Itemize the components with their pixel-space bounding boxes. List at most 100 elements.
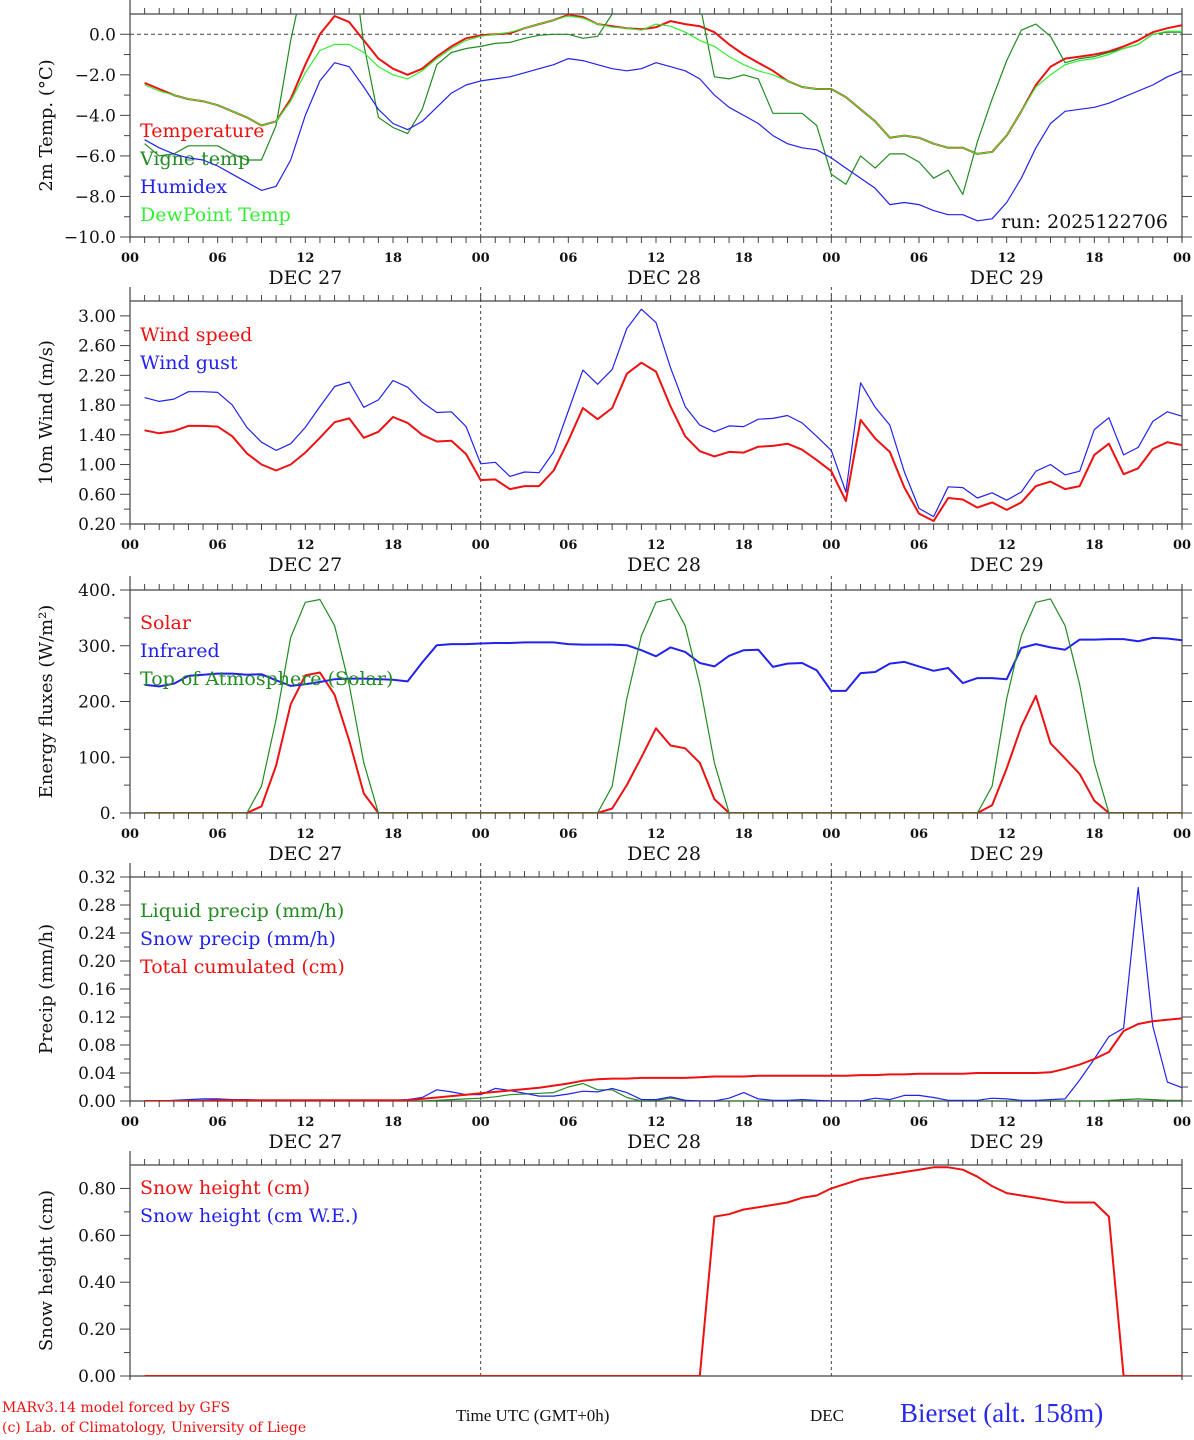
precip-day-label: DEC 29 bbox=[970, 1131, 1044, 1153]
temp-xtick-label: 12 bbox=[998, 251, 1016, 266]
precip-ytick-label: 0.04 bbox=[78, 1064, 116, 1084]
energy-ytick-label: 0. bbox=[100, 804, 116, 824]
wind-series-wind-gust bbox=[144, 308, 1182, 518]
snow-ytick-label: 0.40 bbox=[78, 1273, 116, 1293]
temp-ytick-label: −6.0 bbox=[75, 147, 116, 167]
temp-xtick-label: 00 bbox=[1173, 251, 1191, 266]
energy-xtick-label: 12 bbox=[998, 827, 1016, 842]
precip-ytick-label: 0.32 bbox=[78, 868, 116, 888]
credit-line-2: (c) Lab. of Climatology, University of L… bbox=[2, 1420, 307, 1436]
temp-xtick-label: 00 bbox=[121, 251, 139, 266]
energy-xtick-label: 00 bbox=[472, 827, 490, 842]
temp-ylabel: 2m Temp. (°C) bbox=[36, 59, 57, 191]
wind-xtick-label: 06 bbox=[559, 538, 577, 553]
energy-ytick-label: 400. bbox=[78, 581, 116, 601]
energy-day-label: DEC 28 bbox=[627, 843, 701, 865]
wind-ytick-label: 2.60 bbox=[78, 337, 116, 357]
wind-ytick-label: 0.20 bbox=[78, 515, 116, 535]
snow-ytick-label: 0.20 bbox=[78, 1320, 116, 1340]
snow-ytick-label: 0.60 bbox=[78, 1226, 116, 1246]
wind-xtick-label: 12 bbox=[296, 538, 314, 553]
energy-xtick-label: 18 bbox=[1085, 827, 1103, 842]
precip-xtick-label: 00 bbox=[1173, 1115, 1191, 1130]
wind-series-wind-speed bbox=[144, 361, 1182, 522]
wind-xtick-label: 18 bbox=[1085, 538, 1103, 553]
temp-day-label: DEC 28 bbox=[627, 267, 701, 289]
temp-day-label: DEC 29 bbox=[970, 267, 1044, 289]
wind-ytick-label: 1.80 bbox=[78, 396, 116, 416]
wind-ytick-label: 2.20 bbox=[78, 366, 116, 386]
wind-day-label: DEC 28 bbox=[627, 554, 701, 576]
temp-xtick-label: 12 bbox=[296, 251, 314, 266]
precip-legend-1: Snow precip (mm/h) bbox=[140, 928, 336, 950]
temp-ytick-label: −4.0 bbox=[75, 106, 116, 126]
temp-xtick-label: 06 bbox=[910, 251, 928, 266]
energy-series-infrared bbox=[144, 636, 1182, 692]
wind-xtick-label: 00 bbox=[822, 538, 840, 553]
precip-ytick-label: 0.20 bbox=[78, 952, 116, 972]
wind-legend-1: Wind gust bbox=[140, 352, 238, 374]
temp-xtick-label: 18 bbox=[384, 251, 402, 266]
temp-xtick-label: 00 bbox=[472, 251, 490, 266]
snow-ylabel: Snow height (cm) bbox=[36, 1190, 57, 1351]
snow-series-snow-height-cm bbox=[144, 1166, 1182, 1376]
temp-ytick-label: −2.0 bbox=[75, 66, 116, 86]
precip-ylabel: Precip (mm/h) bbox=[36, 924, 57, 1054]
temp-day-label: DEC 27 bbox=[268, 267, 342, 289]
precip-ytick-label: 0.28 bbox=[78, 896, 116, 916]
energy-legend-2: Top of Atmosphere (Solar) bbox=[140, 668, 393, 690]
energy-day-label: DEC 29 bbox=[970, 843, 1044, 865]
energy-xtick-label: 12 bbox=[296, 827, 314, 842]
energy-xtick-label: 00 bbox=[822, 827, 840, 842]
wind-day-label: DEC 27 bbox=[268, 554, 342, 576]
precip-xtick-label: 18 bbox=[384, 1115, 402, 1130]
temp-xtick-label: 06 bbox=[559, 251, 577, 266]
wind-legend-0: Wind speed bbox=[140, 324, 252, 346]
temp-series-vigne-temp bbox=[144, 14, 1182, 195]
snow-legend-1: Snow height (cm W.E.) bbox=[140, 1205, 358, 1227]
precip-series-total-cumulated-cm bbox=[144, 1017, 1182, 1101]
temp-ytick-label: −10.0 bbox=[64, 228, 116, 248]
temp-legend-3: DewPoint Temp bbox=[140, 204, 291, 226]
month-label: DEC bbox=[810, 1406, 844, 1425]
wind-ytick-label: 0.60 bbox=[78, 485, 116, 505]
temp-series-humidex bbox=[144, 57, 1182, 222]
wind-xtick-label: 12 bbox=[647, 538, 665, 553]
energy-xtick-label: 18 bbox=[735, 827, 753, 842]
temp-legend-0: Temperature bbox=[140, 120, 264, 142]
precip-xtick-label: 06 bbox=[209, 1115, 227, 1130]
precip-ytick-label: 0.24 bbox=[78, 924, 116, 944]
precip-xtick-label: 00 bbox=[472, 1115, 490, 1130]
temp-series-temperature bbox=[144, 14, 1182, 155]
credit-line-1: MARv3.14 model forced by GFS bbox=[2, 1400, 231, 1416]
precip-legend-0: Liquid precip (mm/h) bbox=[140, 900, 344, 922]
energy-xtick-label: 12 bbox=[647, 827, 665, 842]
energy-legend-0: Solar bbox=[140, 612, 192, 634]
precip-legend-2: Total cumulated (cm) bbox=[140, 956, 345, 978]
temp-xtick-label: 18 bbox=[1085, 251, 1103, 266]
wind-xtick-label: 06 bbox=[209, 538, 227, 553]
precip-xtick-label: 12 bbox=[296, 1115, 314, 1130]
wind-xtick-label: 00 bbox=[121, 538, 139, 553]
wind-ylabel: 10m Wind (m/s) bbox=[36, 340, 57, 485]
temp-xtick-label: 00 bbox=[822, 251, 840, 266]
energy-series-top-of-atmosphere-solar bbox=[144, 598, 1182, 813]
wind-ytick-label: 3.00 bbox=[78, 307, 116, 327]
station-title: Bierset (alt. 158m) bbox=[900, 1398, 1104, 1428]
wind-ytick-label: 1.40 bbox=[78, 426, 116, 446]
temp-xtick-label: 18 bbox=[735, 251, 753, 266]
energy-legend-1: Infrared bbox=[140, 640, 220, 662]
precip-xtick-label: 06 bbox=[910, 1115, 928, 1130]
precip-xtick-label: 00 bbox=[822, 1115, 840, 1130]
energy-xtick-label: 06 bbox=[559, 827, 577, 842]
wind-ytick-label: 1.00 bbox=[78, 456, 116, 476]
energy-xtick-label: 18 bbox=[384, 827, 402, 842]
model-credit: MARv3.14 model forced by GFS (c) Lab. of… bbox=[2, 1398, 306, 1438]
precip-ytick-label: 0.08 bbox=[78, 1036, 116, 1056]
temp-xtick-label: 06 bbox=[209, 251, 227, 266]
energy-ylabel: Energy fluxes (W/m²) bbox=[36, 605, 57, 799]
wind-xtick-label: 00 bbox=[472, 538, 490, 553]
energy-series-solar bbox=[144, 671, 1182, 813]
wind-xtick-label: 06 bbox=[910, 538, 928, 553]
